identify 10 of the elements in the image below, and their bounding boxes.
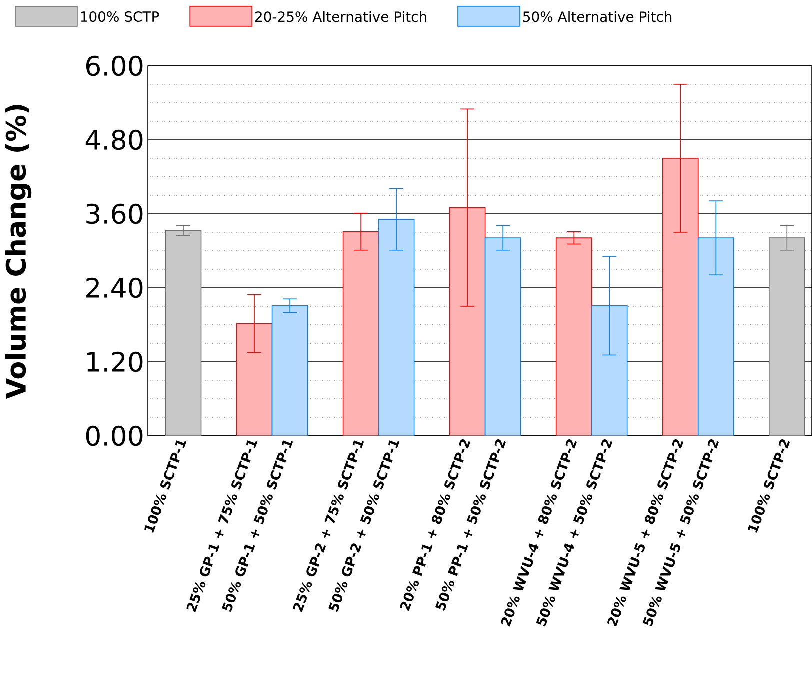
legend-label: 50% Alternative Pitch bbox=[523, 11, 672, 22]
y-axis-title: Volume Change (%) bbox=[5, 105, 32, 400]
legend-label: 100% SCTP bbox=[81, 12, 160, 22]
y-tick-label: 6.00 bbox=[86, 56, 143, 76]
y-tick-label: 4.80 bbox=[86, 130, 143, 150]
y-tick-label: 3.60 bbox=[86, 204, 143, 224]
legend-label: 20-25% Alternative Pitch bbox=[255, 11, 426, 22]
y-tick-label: 1.20 bbox=[88, 352, 143, 372]
y-tick-label: 0.00 bbox=[86, 426, 143, 446]
y-tick-label: 2.40 bbox=[86, 278, 143, 298]
